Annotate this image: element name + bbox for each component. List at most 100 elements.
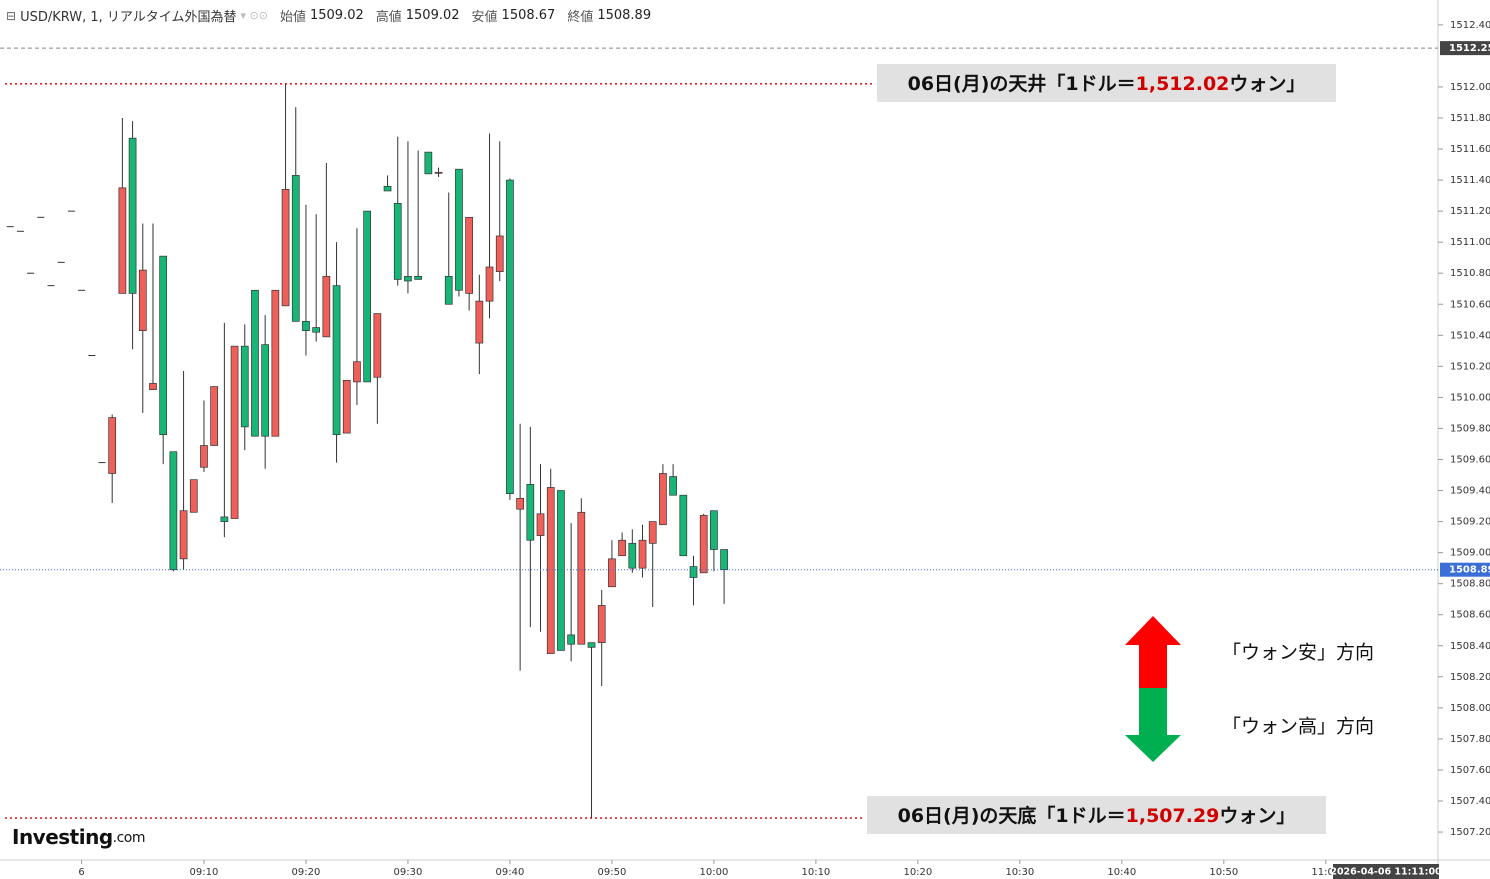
ohlc-value: 1509.02 [405,8,460,23]
y-tick-label: 1509.80 [1450,423,1490,434]
ohlc-value: 1508.67 [501,8,556,23]
annotation-prefix: 06日(月)の天底「1ドル＝ [898,804,1126,827]
y-tick-label: 1510.20 [1450,361,1490,372]
y-tick-label: 1511.20 [1450,206,1490,217]
candle [393,136,402,286]
candle-body [373,313,382,378]
candle [271,289,280,437]
candle [720,549,728,604]
y-tick-label: 1509.40 [1450,486,1490,497]
y-tick-label: 1508.60 [1450,610,1490,621]
candle [699,513,708,574]
y-tick-label: 1510.80 [1450,268,1490,279]
candle-body [608,558,616,588]
candle [434,167,443,177]
x-tick-label: 10:00 [699,867,728,878]
annotation-text: 06日(月)の天底「1ドル＝1,507.29ウォン」 [898,804,1296,827]
candle [353,228,361,406]
arrow-down [1125,688,1181,762]
candle-body [332,285,341,436]
candle [404,141,412,294]
candle-body [699,515,708,574]
candle-body [648,521,657,544]
y-tick-label: 1509.00 [1450,548,1490,559]
y-tick-label: 1511.60 [1450,144,1490,155]
candle [220,322,229,538]
annotation-value: 1,512.02 [1136,73,1230,95]
logo-brand: Investing [12,825,113,849]
candle-body [169,451,178,571]
candle [108,414,117,503]
annotation-text: 06日(月)の天井「1ドル＝1,512.02ウォン」 [908,72,1306,95]
candle [567,523,575,662]
candle [128,121,137,350]
candle-body [251,289,259,437]
y-tick-label: 1511.40 [1450,175,1490,186]
candle [414,150,422,280]
x-tick-label: 11:00 [1311,867,1340,878]
y-tick-label: 1508.80 [1450,579,1490,590]
candle [322,162,331,338]
y-tick-label: 1511.80 [1450,113,1490,124]
annotation-suffix: ウォン」 [1219,805,1295,827]
ohlc-value: 1509.02 [309,8,364,23]
logo: Investing.com [12,825,145,849]
arrow-up [1125,616,1181,688]
y-tick-label: 1509.20 [1450,517,1490,528]
annotation-prefix: 06日(月)の天井「1ドル＝ [908,72,1136,95]
y-tick-label: 1510.40 [1450,330,1490,341]
collapse-icon[interactable]: ⊟ [6,8,17,23]
annotation-box [877,64,1336,102]
annotation-box [867,796,1326,834]
candle-body [506,179,514,494]
candle [424,151,433,175]
annotation-suffix: ウォン」 [1229,73,1305,95]
candle [597,589,606,687]
candle-body [312,327,321,333]
candle [210,386,219,446]
candle [618,532,626,557]
candle-body [536,513,545,536]
candle [383,175,392,192]
y-tick-label: 1507.20 [1450,827,1490,838]
header: ⊟ USD/KRW, 1, リアルタイム外国為替 ▾ ⊙⊙ 始値 1509.02 … [6,6,651,25]
candle [189,479,198,513]
candle-body [638,539,647,569]
candle-body [434,171,443,174]
candle-body [720,549,728,571]
candle-body [567,634,575,645]
y-tick-label: 1512.40 [1450,20,1490,31]
candle-body [220,516,229,522]
candle-body [465,216,473,294]
candle [638,524,647,578]
candle [710,510,718,572]
ohlc-value: 1508.89 [597,8,652,23]
candle-body [128,137,137,294]
candle-body [118,187,127,294]
candle-body [546,487,555,654]
candle-body [587,642,596,648]
candle-body [179,510,188,560]
x-tick-label: 6 [78,867,84,878]
candle-body [189,479,198,513]
candle-body [230,345,239,519]
arrow [1125,616,1181,762]
candle [444,192,453,305]
candle [689,555,698,606]
icons[interactable]: ▾ ⊙⊙ [240,9,268,22]
last-price-box [1440,562,1490,577]
candle [363,210,371,383]
x-tick-label: 10:20 [903,867,932,878]
candle-body [149,383,157,390]
candle-body [659,473,667,526]
candle [608,540,616,588]
x-tick-label: 09:20 [292,867,321,878]
candle [159,255,168,465]
candle-body [597,605,606,644]
candle [118,117,127,294]
y-tick-label: 1510.00 [1450,392,1490,403]
candle-body [679,494,688,557]
candle-body [281,189,290,307]
candle-body [669,476,677,496]
